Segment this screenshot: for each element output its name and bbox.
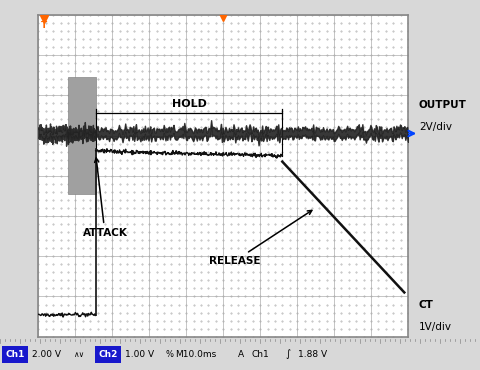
Text: 2.00 V: 2.00 V: [32, 350, 61, 359]
Text: M10.0ms: M10.0ms: [175, 350, 216, 359]
Text: 2V/div: 2V/div: [419, 122, 452, 132]
Text: 1.00 V: 1.00 V: [125, 350, 154, 359]
Text: Ch2: Ch2: [98, 350, 118, 359]
Bar: [2, 346, 28, 363]
Text: RELEASE: RELEASE: [208, 211, 312, 266]
Text: %: %: [166, 350, 174, 359]
Text: ∧∨: ∧∨: [73, 350, 84, 359]
Text: OUTPUT: OUTPUT: [419, 100, 467, 110]
Text: HOLD: HOLD: [171, 100, 206, 110]
Text: 1.88 V: 1.88 V: [298, 350, 327, 359]
Text: 1V/div: 1V/div: [419, 322, 452, 332]
Text: Ch1: Ch1: [252, 350, 270, 359]
Text: CT: CT: [419, 299, 433, 310]
Text: ATTACK: ATTACK: [83, 158, 127, 238]
Text: A: A: [238, 350, 244, 359]
Text: T: T: [41, 21, 47, 30]
Bar: [68, 77, 96, 194]
Text: ∫: ∫: [285, 349, 290, 360]
Text: Ch1: Ch1: [5, 350, 24, 359]
Bar: [95, 346, 121, 363]
